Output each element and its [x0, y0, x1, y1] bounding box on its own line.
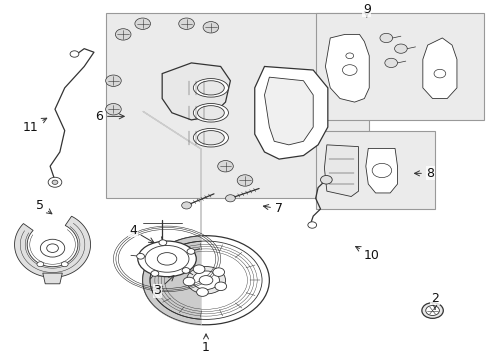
- Ellipse shape: [194, 129, 228, 147]
- Circle shape: [385, 58, 397, 68]
- Circle shape: [346, 53, 354, 59]
- Circle shape: [434, 69, 446, 78]
- Ellipse shape: [187, 266, 225, 294]
- Circle shape: [213, 268, 224, 276]
- Circle shape: [179, 18, 195, 30]
- Ellipse shape: [197, 131, 224, 145]
- Ellipse shape: [197, 106, 224, 120]
- Circle shape: [151, 271, 159, 276]
- Circle shape: [308, 222, 317, 228]
- Text: 8: 8: [415, 167, 434, 180]
- Ellipse shape: [197, 81, 224, 95]
- Circle shape: [215, 282, 227, 291]
- Bar: [316, 131, 435, 209]
- Circle shape: [225, 195, 235, 202]
- Circle shape: [182, 202, 192, 209]
- Text: 10: 10: [356, 247, 380, 262]
- Circle shape: [47, 244, 58, 252]
- Circle shape: [52, 180, 58, 184]
- Polygon shape: [162, 63, 230, 120]
- Circle shape: [116, 29, 131, 40]
- Circle shape: [48, 177, 62, 187]
- Circle shape: [320, 175, 332, 184]
- Ellipse shape: [157, 253, 177, 265]
- Circle shape: [106, 104, 121, 115]
- Text: 1: 1: [202, 334, 210, 355]
- Circle shape: [394, 44, 407, 53]
- Circle shape: [135, 18, 150, 30]
- Polygon shape: [265, 77, 313, 145]
- Circle shape: [422, 303, 443, 318]
- Circle shape: [61, 262, 68, 267]
- Circle shape: [193, 265, 205, 274]
- Ellipse shape: [194, 78, 228, 97]
- Text: 2: 2: [431, 292, 439, 309]
- Circle shape: [40, 239, 65, 257]
- Polygon shape: [366, 148, 397, 193]
- Ellipse shape: [199, 276, 213, 285]
- Polygon shape: [325, 35, 369, 102]
- Text: 7: 7: [264, 202, 283, 216]
- Circle shape: [137, 253, 145, 259]
- Circle shape: [196, 288, 208, 296]
- Polygon shape: [255, 67, 328, 159]
- Text: 5: 5: [36, 199, 52, 214]
- Bar: [106, 13, 369, 198]
- Circle shape: [203, 22, 219, 33]
- Circle shape: [106, 75, 121, 86]
- Polygon shape: [324, 145, 359, 197]
- Circle shape: [380, 33, 392, 42]
- Circle shape: [343, 65, 357, 75]
- Bar: [316, 13, 484, 120]
- Circle shape: [183, 277, 195, 286]
- Polygon shape: [15, 216, 91, 277]
- Circle shape: [187, 248, 195, 254]
- Polygon shape: [43, 273, 62, 284]
- Circle shape: [37, 262, 44, 267]
- Circle shape: [182, 267, 190, 273]
- Text: 11: 11: [23, 118, 47, 134]
- Circle shape: [218, 161, 233, 172]
- Circle shape: [237, 175, 253, 186]
- Circle shape: [159, 240, 167, 246]
- Ellipse shape: [194, 104, 228, 122]
- Polygon shape: [423, 38, 457, 99]
- Text: 6: 6: [95, 110, 124, 123]
- Circle shape: [70, 51, 79, 57]
- Circle shape: [372, 163, 392, 177]
- Text: 9: 9: [363, 3, 371, 17]
- Ellipse shape: [138, 241, 196, 277]
- Ellipse shape: [193, 271, 220, 289]
- Text: 3: 3: [153, 276, 174, 297]
- Circle shape: [426, 306, 440, 315]
- Text: 4: 4: [129, 224, 154, 243]
- Ellipse shape: [145, 246, 189, 272]
- Ellipse shape: [143, 236, 270, 325]
